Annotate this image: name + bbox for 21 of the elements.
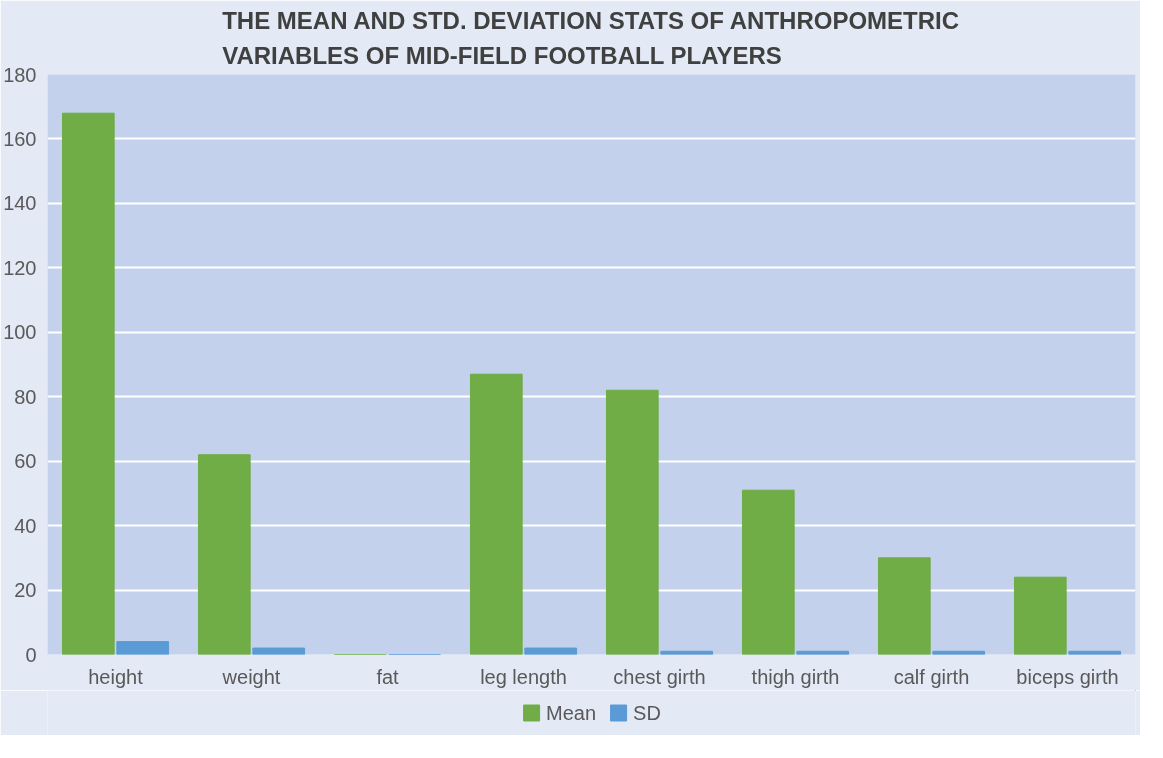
x-tick-label: leg length xyxy=(480,665,567,688)
legend-label: SD xyxy=(633,701,661,724)
x-tick-label: thigh girth xyxy=(751,665,840,688)
y-tick-label: 100 xyxy=(3,321,37,344)
y-tick-label: 0 xyxy=(25,643,37,666)
y-tick-label: 80 xyxy=(14,385,37,408)
x-tick-label: calf girth xyxy=(893,665,970,688)
y-tick-label: 160 xyxy=(3,127,37,150)
y-tick-label: 40 xyxy=(14,514,37,537)
y-tick-label: 140 xyxy=(3,192,37,215)
chart-title: THE MEAN AND STD. DEVIATION STATS OF ANTHROPOMETRIC VARIABLES OF MID-FIELD FOOTBALL PLAYERS xyxy=(222,7,960,70)
x-tick-label: weight xyxy=(221,665,281,688)
x-tick-label: biceps girth xyxy=(1016,665,1119,688)
y-tick-label: 20 xyxy=(14,579,37,602)
y-tick-label: 120 xyxy=(3,256,37,279)
x-tick-label: fat xyxy=(376,665,400,688)
y-tick-label: 60 xyxy=(14,450,37,473)
legend-label: Mean xyxy=(546,701,597,724)
x-tick-label: height xyxy=(88,665,144,688)
y-tick-label: 180 xyxy=(3,63,37,86)
x-tick-label: chest girth xyxy=(613,665,706,688)
